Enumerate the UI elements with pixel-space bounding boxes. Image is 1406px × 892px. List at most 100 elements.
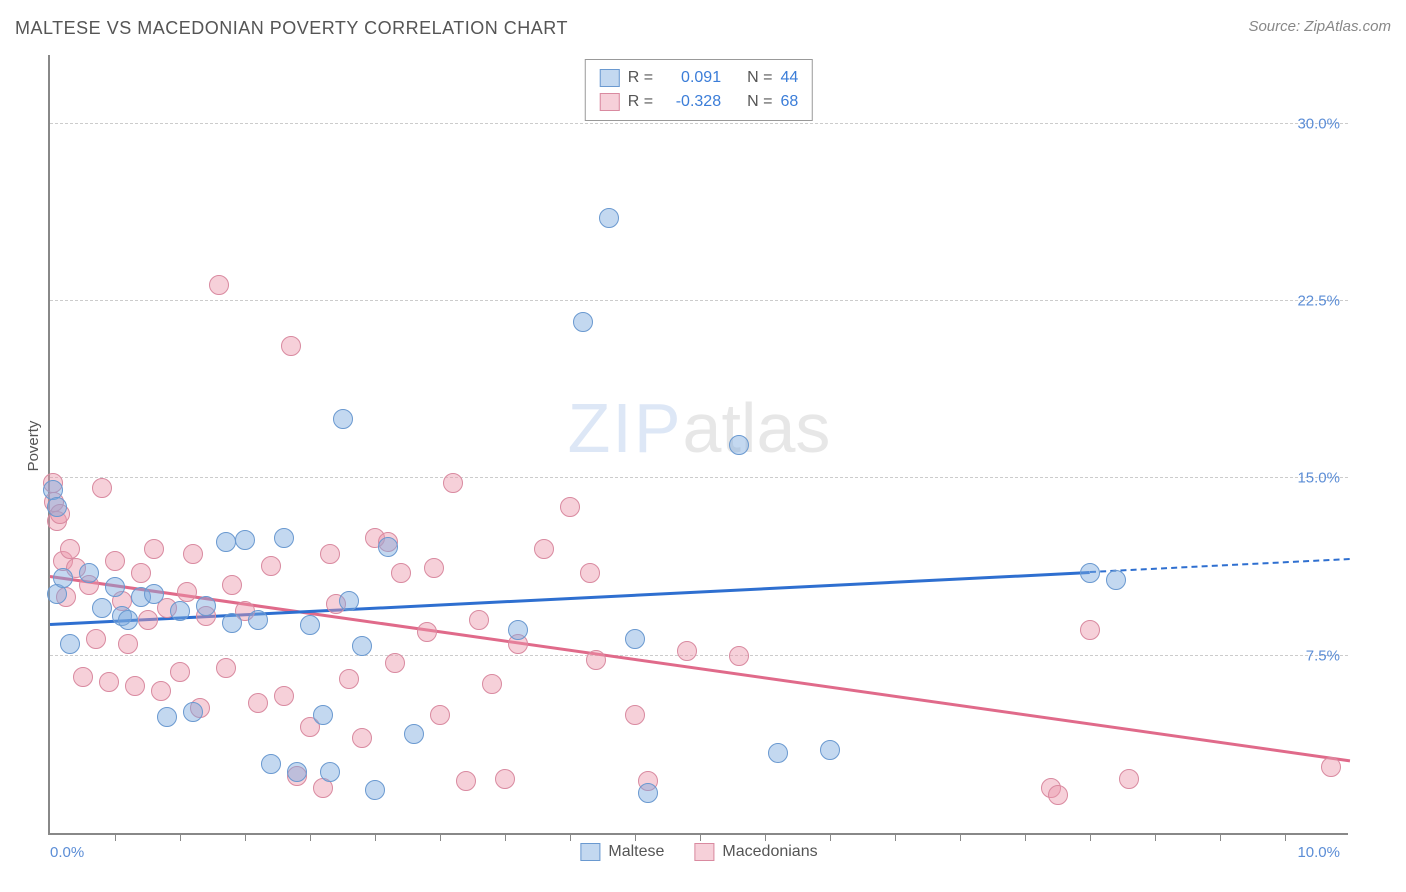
data-point-maltese [261, 754, 281, 774]
x-tick [895, 833, 896, 841]
data-point-maltese [1106, 570, 1126, 590]
grid-line [50, 655, 1348, 656]
x-tick [310, 833, 311, 841]
x-tick [115, 833, 116, 841]
data-point-maltese [216, 532, 236, 552]
stats-row-macedonians: R = -0.328 N = 68 [600, 90, 798, 114]
swatch-macedonians [694, 843, 714, 861]
n-label: N = [747, 66, 772, 90]
data-point-macedonians [443, 473, 463, 493]
data-point-macedonians [274, 686, 294, 706]
data-point-maltese [144, 584, 164, 604]
grid-line [50, 300, 1348, 301]
data-point-maltese [365, 780, 385, 800]
data-point-macedonians [385, 653, 405, 673]
data-point-maltese [53, 568, 73, 588]
data-point-maltese [92, 598, 112, 618]
data-point-macedonians [560, 497, 580, 517]
data-point-maltese [378, 537, 398, 557]
data-point-macedonians [1321, 757, 1341, 777]
data-point-macedonians [729, 646, 749, 666]
stats-legend-box: R = 0.091 N = 44 R = -0.328 N = 68 [585, 59, 813, 121]
data-point-maltese [768, 743, 788, 763]
legend-item-macedonians: Macedonians [694, 843, 817, 861]
x-tick [1025, 833, 1026, 841]
data-point-maltese [313, 705, 333, 725]
x-tick [1090, 833, 1091, 841]
data-point-macedonians [339, 669, 359, 689]
data-point-macedonians [469, 610, 489, 630]
data-point-maltese [638, 783, 658, 803]
r-value-maltese: 0.091 [661, 66, 721, 90]
x-tick [245, 833, 246, 841]
x-min-label: 0.0% [50, 844, 84, 861]
data-point-macedonians [482, 674, 502, 694]
data-point-macedonians [138, 610, 158, 630]
data-point-macedonians [1048, 785, 1068, 805]
data-point-maltese [625, 629, 645, 649]
data-point-macedonians [391, 563, 411, 583]
legend-label-maltese: Maltese [608, 843, 664, 861]
r-label: R = [628, 90, 653, 114]
grid-line [50, 477, 1348, 478]
data-point-maltese [820, 740, 840, 760]
data-point-maltese [320, 762, 340, 782]
data-point-macedonians [118, 634, 138, 654]
data-point-macedonians [86, 629, 106, 649]
data-point-macedonians [534, 539, 554, 559]
data-point-maltese [287, 762, 307, 782]
data-point-macedonians [677, 641, 697, 661]
data-point-macedonians [430, 705, 450, 725]
data-point-macedonians [352, 728, 372, 748]
data-point-macedonians [222, 575, 242, 595]
data-point-maltese [352, 636, 372, 656]
data-point-maltese [248, 610, 268, 630]
watermark: ZIPatlas [568, 388, 831, 468]
chart-source: Source: ZipAtlas.com [1248, 18, 1391, 35]
data-point-maltese [339, 591, 359, 611]
data-point-macedonians [99, 672, 119, 692]
swatch-macedonians [600, 93, 620, 111]
data-point-maltese [183, 702, 203, 722]
legend-item-maltese: Maltese [580, 843, 664, 861]
data-point-macedonians [417, 622, 437, 642]
x-tick [1155, 833, 1156, 841]
data-point-maltese [404, 724, 424, 744]
swatch-maltese [600, 69, 620, 87]
y-tick-label: 7.5% [1306, 647, 1340, 664]
x-tick [570, 833, 571, 841]
data-point-macedonians [424, 558, 444, 578]
data-point-macedonians [281, 336, 301, 356]
data-point-macedonians [586, 650, 606, 670]
y-tick-label: 22.5% [1297, 293, 1340, 310]
n-value-maltese: 44 [780, 66, 798, 90]
x-tick [180, 833, 181, 841]
watermark-zip: ZIP [568, 389, 683, 467]
legend-label-macedonians: Macedonians [722, 843, 817, 861]
grid-line [50, 123, 1348, 124]
data-point-maltese [235, 530, 255, 550]
data-point-macedonians [131, 563, 151, 583]
x-tick [1285, 833, 1286, 841]
n-label: N = [747, 90, 772, 114]
data-point-macedonians [183, 544, 203, 564]
data-point-macedonians [456, 771, 476, 791]
data-point-maltese [300, 615, 320, 635]
data-point-maltese [79, 563, 99, 583]
data-point-maltese [170, 601, 190, 621]
x-tick [440, 833, 441, 841]
data-point-maltese [157, 707, 177, 727]
data-point-maltese [729, 435, 749, 455]
data-point-maltese [222, 613, 242, 633]
data-point-macedonians [320, 544, 340, 564]
data-point-maltese [60, 634, 80, 654]
r-value-macedonians: -0.328 [661, 90, 721, 114]
x-max-label: 10.0% [1297, 844, 1340, 861]
data-point-macedonians [144, 539, 164, 559]
data-point-macedonians [73, 667, 93, 687]
stats-row-maltese: R = 0.091 N = 44 [600, 66, 798, 90]
data-point-macedonians [216, 658, 236, 678]
data-point-maltese [118, 610, 138, 630]
x-tick [375, 833, 376, 841]
data-point-maltese [105, 577, 125, 597]
